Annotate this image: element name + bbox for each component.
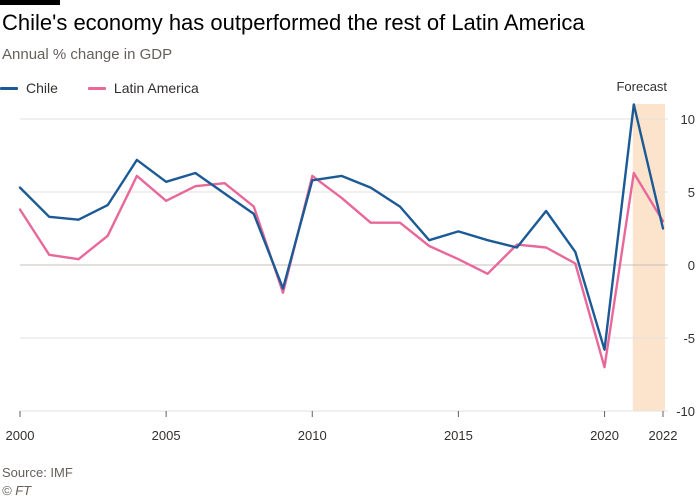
x-tick-label: 2020 bbox=[590, 428, 619, 443]
y-tick-label: -5 bbox=[683, 331, 695, 346]
chart-title: Chile's economy has outperformed the res… bbox=[2, 10, 585, 35]
x-tick-label: 2022 bbox=[649, 428, 678, 443]
legend-item-chile: Chile bbox=[0, 80, 58, 96]
copyright-note: © FT bbox=[2, 483, 32, 498]
y-tick-label: 10 bbox=[681, 112, 695, 127]
legend-label-latam: Latin America bbox=[113, 80, 199, 96]
forecast-label: Forecast bbox=[616, 79, 667, 94]
source-note: Source: IMF bbox=[2, 465, 73, 480]
y-tick-label: 0 bbox=[688, 258, 695, 273]
legend-label-chile: Chile bbox=[26, 80, 58, 96]
series-line-latam bbox=[18, 171, 665, 369]
brand-bar bbox=[0, 0, 60, 5]
forecast-band bbox=[632, 104, 665, 411]
legend-swatch-chile bbox=[0, 86, 18, 90]
legend-swatch-latam bbox=[87, 86, 106, 90]
legend: Chile Latin America bbox=[0, 80, 229, 96]
series-line-chile bbox=[18, 103, 665, 351]
x-tick-label: 2000 bbox=[6, 428, 35, 443]
x-tick-label: 2015 bbox=[444, 428, 473, 443]
chart-subtitle: Annual % change in GDP bbox=[2, 46, 173, 63]
x-tick-label: 2010 bbox=[298, 428, 327, 443]
y-tick-label: -10 bbox=[676, 404, 695, 419]
y-tick-label: 5 bbox=[688, 185, 695, 200]
legend-item-latam: Latin America bbox=[87, 80, 199, 96]
x-tick-label: 2005 bbox=[152, 428, 181, 443]
